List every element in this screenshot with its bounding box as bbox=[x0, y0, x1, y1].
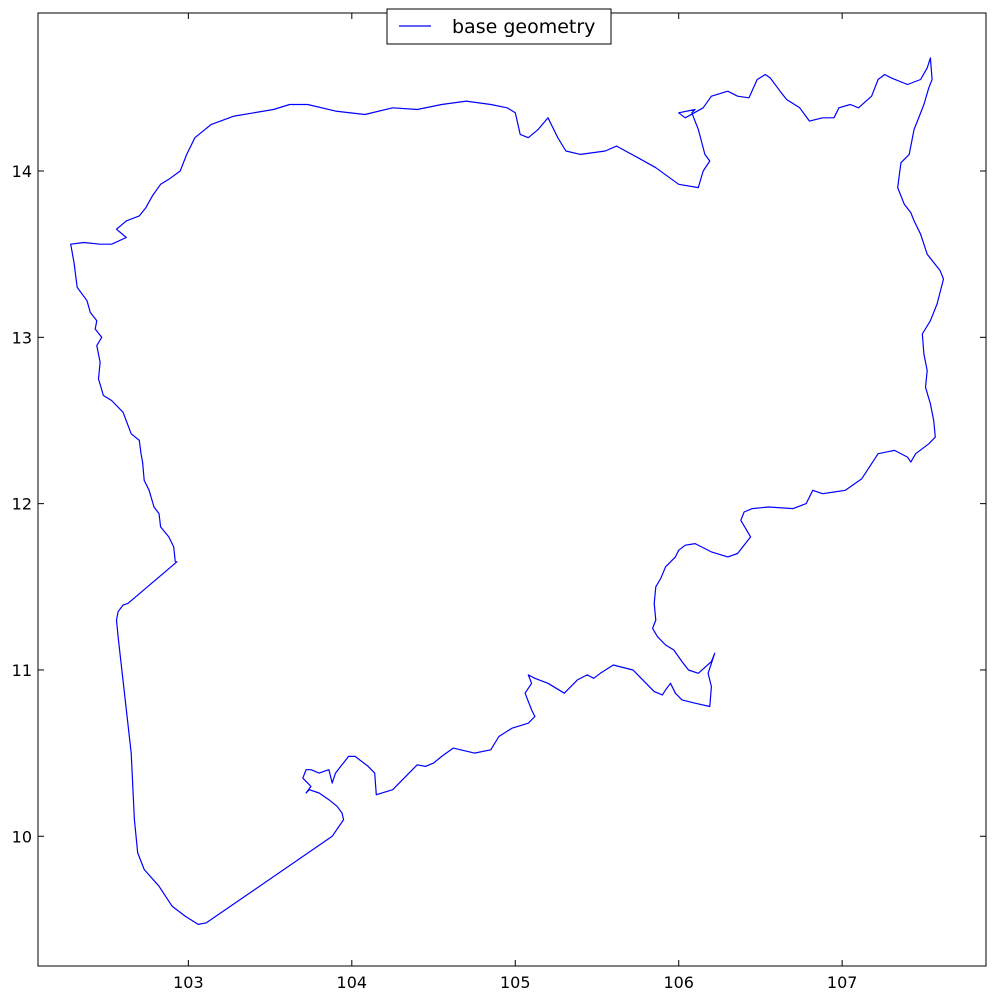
y-tick-label: 13 bbox=[12, 328, 32, 347]
legend-box bbox=[386, 8, 612, 45]
plot-area bbox=[38, 13, 986, 966]
x-tick-label: 106 bbox=[663, 973, 694, 992]
x-tick-label: 103 bbox=[173, 973, 204, 992]
legend-label: base geometry bbox=[452, 16, 595, 38]
y-tick-label: 12 bbox=[12, 495, 32, 514]
x-tick-label: 105 bbox=[500, 973, 531, 992]
y-tick-label: 14 bbox=[12, 162, 32, 181]
y-tick-label: 11 bbox=[12, 661, 32, 680]
legend: base geometry bbox=[386, 8, 612, 45]
tick-marks bbox=[38, 13, 986, 966]
tick-labels: 103 104 105 106 107 10 11 12 13 14 bbox=[12, 162, 858, 992]
base-geometry-line bbox=[70, 57, 945, 926]
x-tick-label: 104 bbox=[337, 973, 368, 992]
x-tick-label: 107 bbox=[827, 973, 858, 992]
y-tick-label: 10 bbox=[12, 827, 32, 846]
